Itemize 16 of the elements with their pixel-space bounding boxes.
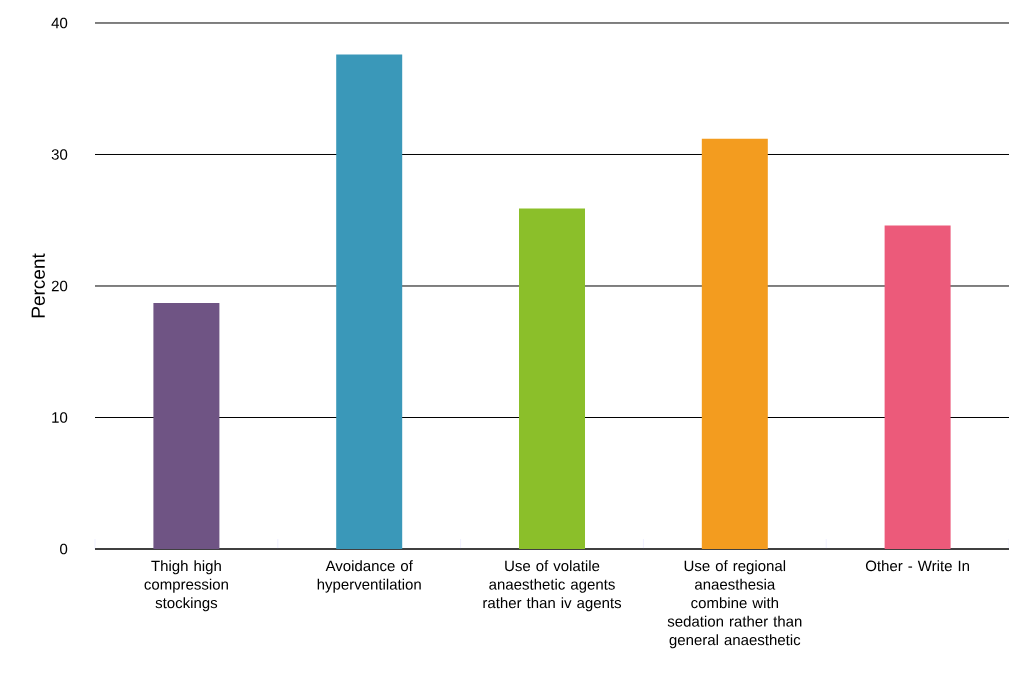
y-tick-label: 10 (52, 412, 68, 423)
x-tick-label: Avoidance of hyperventilation (317, 560, 421, 593)
y-tick-label: 30 (51, 149, 68, 160)
x-tick-label: Thigh high compression stockings (144, 560, 228, 612)
bar (336, 54, 403, 549)
y-tick-label: 0 (60, 543, 68, 555)
y-tick-label: 20 (51, 280, 68, 292)
y-tick-label: 40 (51, 17, 68, 29)
bar (701, 138, 768, 549)
x-tick-label: Use of volatile anaesthetic agents rather than iv agents (483, 560, 622, 612)
bar (519, 208, 586, 549)
x-tick-label: Use of regional anaesthesia combine with sedation rather than general anaesthetic (667, 560, 802, 649)
x-tick-label: Other - Write In (865, 560, 969, 572)
bar (884, 225, 951, 549)
bar (153, 303, 220, 549)
y-axis-title: Percent (31, 253, 45, 318)
